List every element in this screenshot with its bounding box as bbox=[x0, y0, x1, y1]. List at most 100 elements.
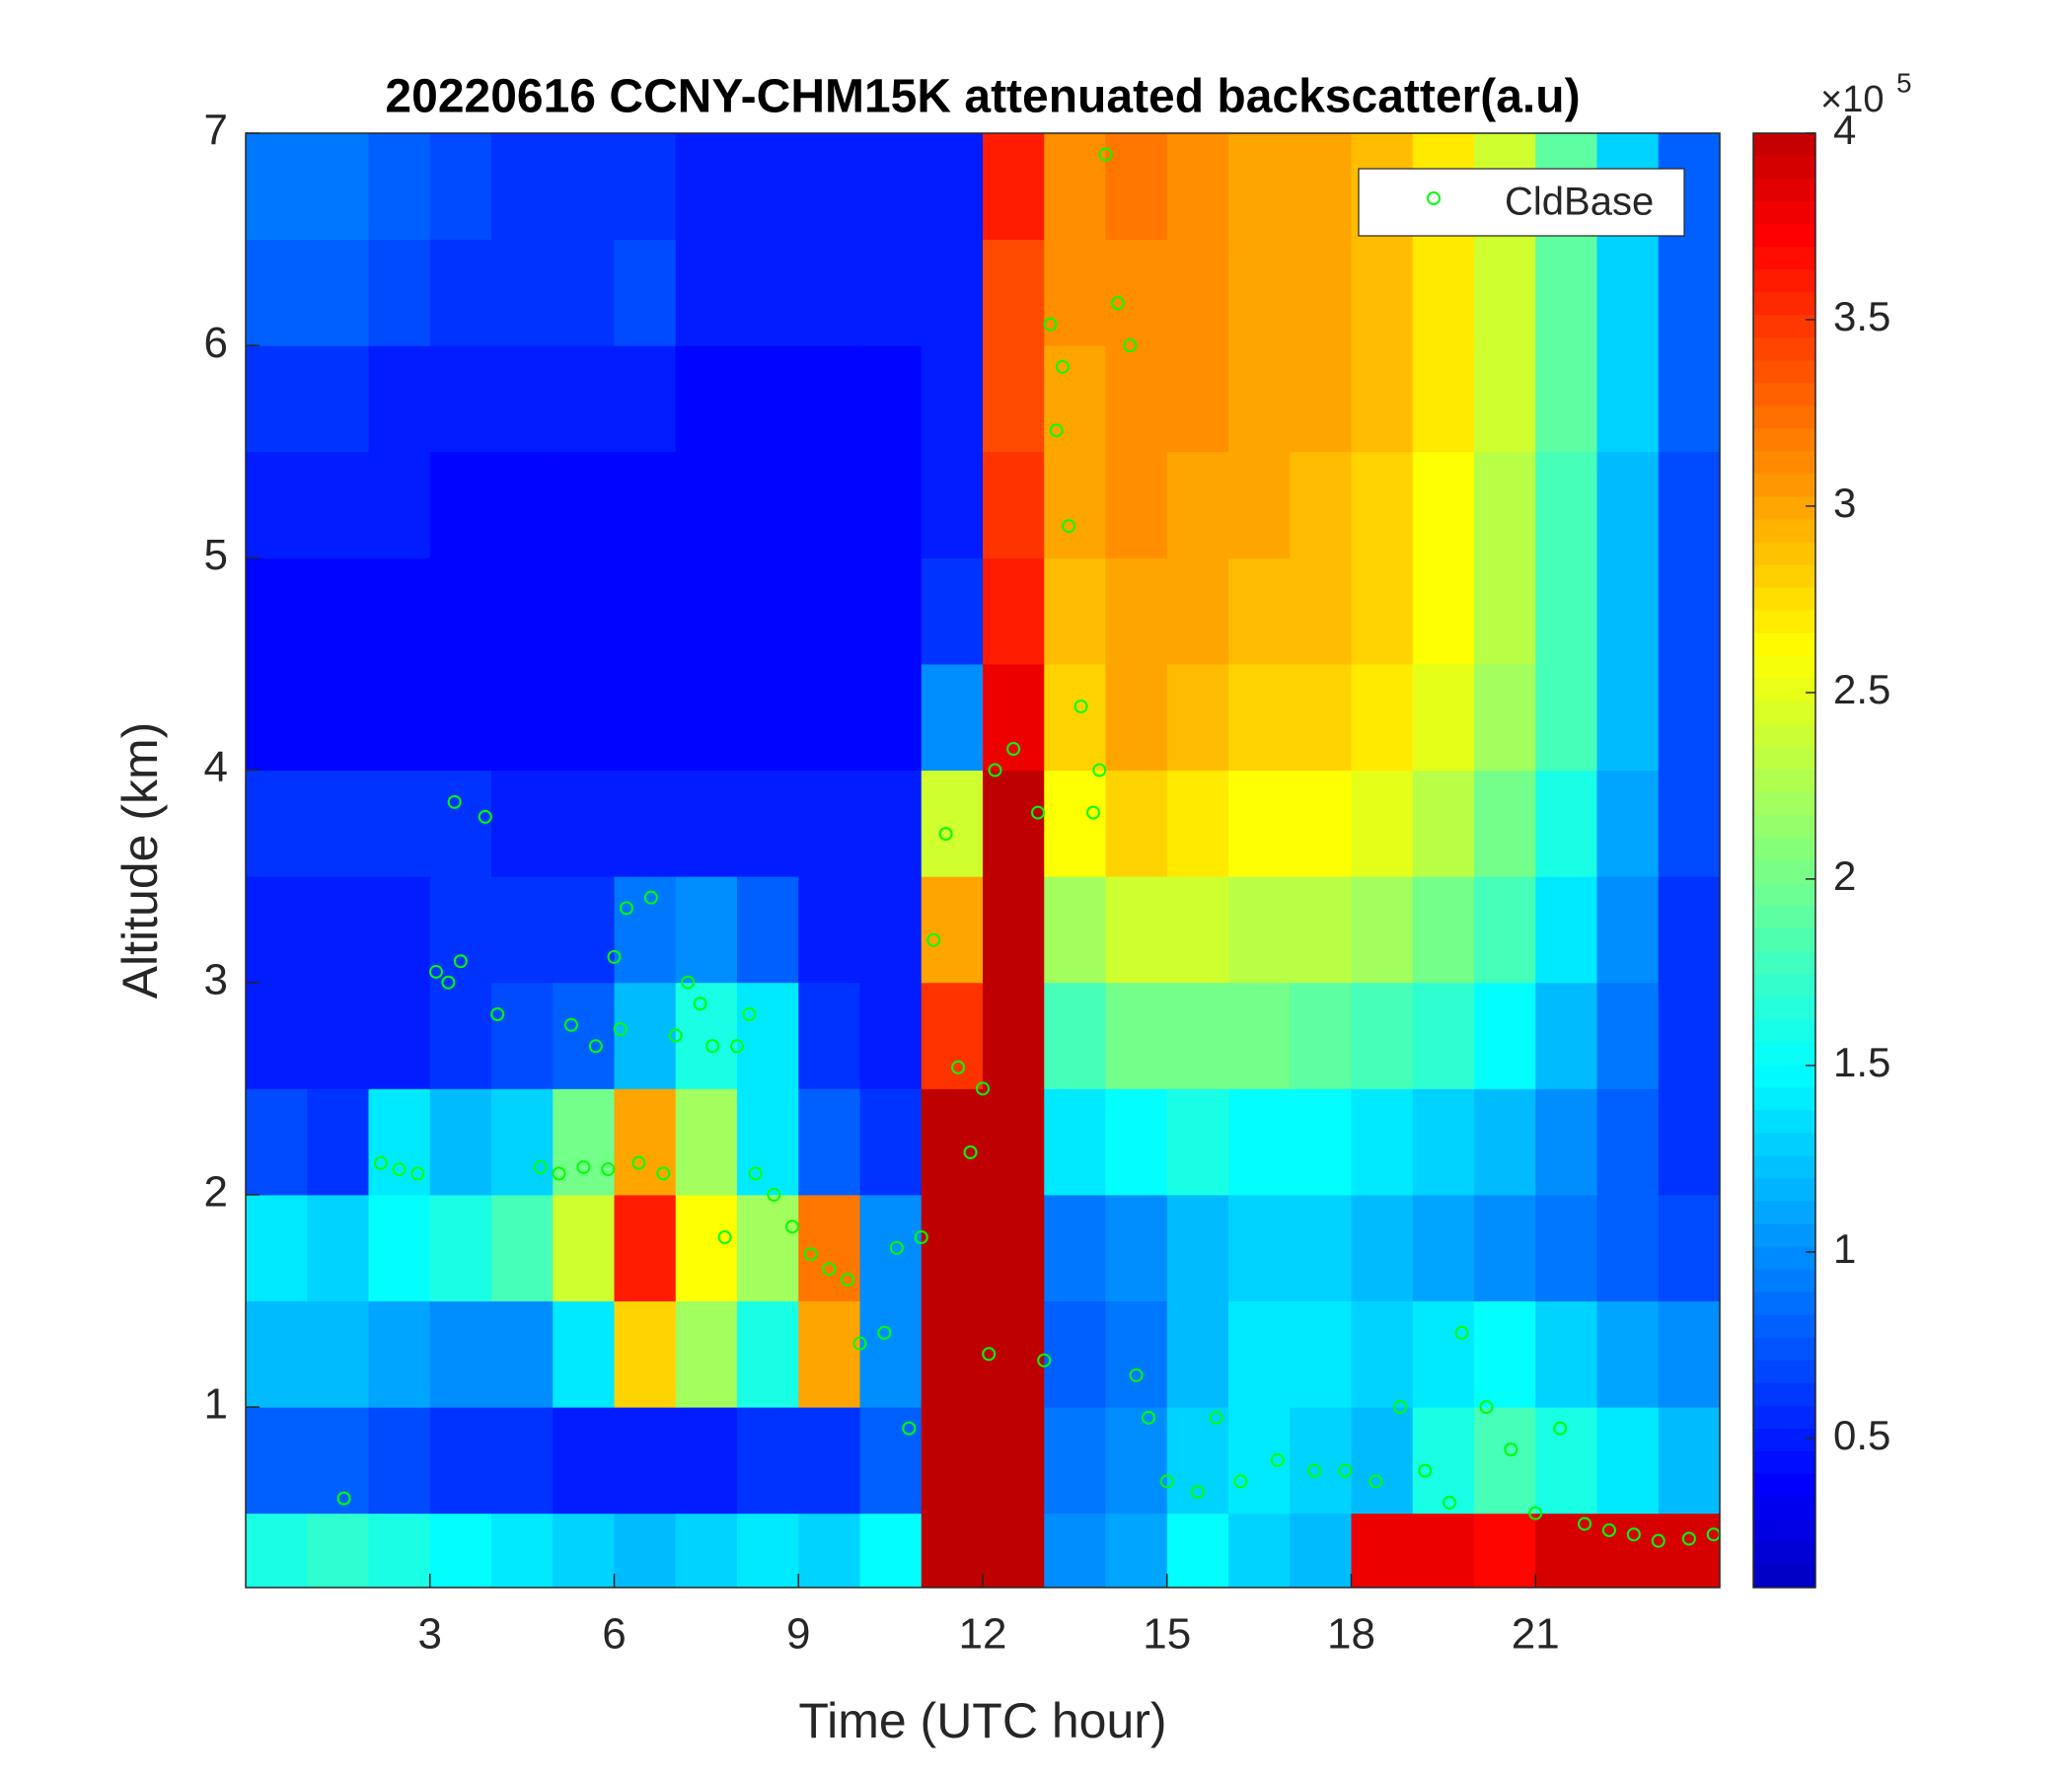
heat-cell bbox=[1290, 1194, 1352, 1302]
y-tick-label: 6 bbox=[204, 319, 228, 367]
heat-cell bbox=[614, 770, 677, 877]
colorbar-tick-label: 2 bbox=[1833, 852, 1856, 899]
heat-cell bbox=[1166, 557, 1229, 665]
colorbar-band bbox=[1753, 1178, 1815, 1203]
heat-cell bbox=[307, 1513, 369, 1589]
cloud-base-point bbox=[1049, 423, 1064, 438]
cloud-base-point bbox=[1393, 1400, 1408, 1415]
heat-cell bbox=[1290, 345, 1352, 453]
heat-cell bbox=[1105, 133, 1168, 241]
x-tick-label: 9 bbox=[786, 1610, 810, 1659]
heat-cell bbox=[1290, 876, 1352, 984]
heat-cell bbox=[368, 557, 431, 665]
heat-cell bbox=[1535, 770, 1597, 877]
heat-cell bbox=[307, 1300, 369, 1408]
heat-cell bbox=[859, 557, 923, 665]
heat-cell bbox=[1412, 1300, 1475, 1408]
heat-cell bbox=[859, 1088, 923, 1196]
heat-cell bbox=[1044, 770, 1106, 877]
heat-cell bbox=[1228, 1194, 1291, 1302]
colorbar-band bbox=[1753, 1133, 1815, 1157]
colorbar-band bbox=[1753, 519, 1815, 544]
cloud-base-point bbox=[428, 964, 443, 979]
heat-cell bbox=[429, 557, 492, 665]
heat-cell bbox=[675, 345, 738, 453]
heat-cell bbox=[491, 1407, 554, 1515]
heat-cell bbox=[859, 133, 923, 241]
colorbar-band bbox=[1753, 1042, 1815, 1066]
heat-cell bbox=[1596, 876, 1660, 984]
colorbar-band bbox=[1753, 1110, 1815, 1134]
heat-cell bbox=[1290, 1513, 1352, 1589]
colorbar-band bbox=[1753, 860, 1815, 884]
heat-cell bbox=[1596, 663, 1660, 772]
heat-cell bbox=[737, 1300, 799, 1408]
heat-cell bbox=[737, 982, 799, 1089]
heat-cell bbox=[983, 770, 1045, 877]
heat-cell bbox=[1290, 770, 1352, 877]
legend-label: CldBase bbox=[1505, 181, 1654, 224]
colorbar-band bbox=[1753, 383, 1815, 407]
heat-cell bbox=[614, 1300, 677, 1408]
heat-cell bbox=[1228, 1513, 1291, 1589]
heat-cell bbox=[1351, 1407, 1414, 1515]
heat-cell bbox=[368, 451, 431, 558]
colorbar-band bbox=[1753, 201, 1815, 225]
heat-cell bbox=[1596, 1407, 1660, 1515]
colorbar-tick-label: 0.5 bbox=[1833, 1412, 1890, 1458]
heat-cell bbox=[983, 1300, 1045, 1408]
heat-cell bbox=[246, 663, 308, 772]
heat-cell bbox=[1535, 239, 1597, 346]
heat-cell bbox=[1658, 451, 1721, 558]
heat-cell bbox=[307, 451, 369, 558]
legend-marker bbox=[1427, 191, 1441, 205]
colorbar-band bbox=[1753, 814, 1815, 839]
heat-cell bbox=[491, 663, 554, 772]
cloud-base-point bbox=[852, 1336, 867, 1351]
colorbar-band bbox=[1753, 1473, 1815, 1498]
cloud-base-point bbox=[914, 1229, 928, 1244]
heat-cell bbox=[921, 1513, 984, 1589]
colorbar-band bbox=[1753, 1246, 1815, 1271]
colorbar-band bbox=[1753, 156, 1815, 180]
heat-cell bbox=[553, 1407, 615, 1515]
cloud-base-point bbox=[643, 890, 658, 905]
heat-cell bbox=[368, 1407, 431, 1515]
colorbar-band bbox=[1753, 1382, 1815, 1407]
heat-cell bbox=[921, 1407, 984, 1515]
colorbar-band bbox=[1753, 315, 1815, 338]
cloud-base-point bbox=[963, 1145, 978, 1159]
colorbar-band bbox=[1753, 1564, 1815, 1589]
heat-cell bbox=[675, 1194, 738, 1302]
heat-cell bbox=[921, 982, 984, 1089]
heat-cell bbox=[491, 1088, 554, 1196]
x-tick-label: 18 bbox=[1327, 1610, 1375, 1659]
heat-cell bbox=[1535, 1300, 1597, 1408]
cloud-base-point bbox=[490, 1007, 505, 1022]
colorbar-band bbox=[1753, 564, 1815, 589]
heat-cell bbox=[246, 770, 308, 877]
cloud-base-point bbox=[1123, 338, 1138, 353]
heat-cell bbox=[1290, 451, 1352, 558]
heat-cell bbox=[798, 1088, 860, 1196]
heat-cell bbox=[614, 557, 677, 665]
heat-cell bbox=[429, 133, 492, 241]
heat-cell bbox=[1105, 982, 1168, 1089]
heat-cell bbox=[614, 1194, 677, 1302]
cloud-base-point bbox=[1209, 1410, 1223, 1425]
colorbar-tick-label: 3 bbox=[1833, 480, 1856, 526]
heat-cell bbox=[368, 1300, 431, 1408]
heat-cell bbox=[921, 1300, 984, 1408]
heat-cell bbox=[1166, 1407, 1229, 1515]
colorbar-band bbox=[1753, 1087, 1815, 1111]
colorbar-band bbox=[1753, 337, 1815, 361]
heat-cell bbox=[1044, 1407, 1106, 1515]
heat-cell bbox=[1105, 239, 1168, 346]
cloud-base-point bbox=[1043, 317, 1058, 332]
cloud-base-point bbox=[478, 809, 492, 824]
heat-cell bbox=[246, 239, 308, 346]
heat-cell bbox=[553, 345, 615, 453]
cloud-base-point bbox=[767, 1187, 781, 1202]
heat-cell bbox=[246, 1088, 308, 1196]
heat-cell bbox=[921, 133, 984, 241]
